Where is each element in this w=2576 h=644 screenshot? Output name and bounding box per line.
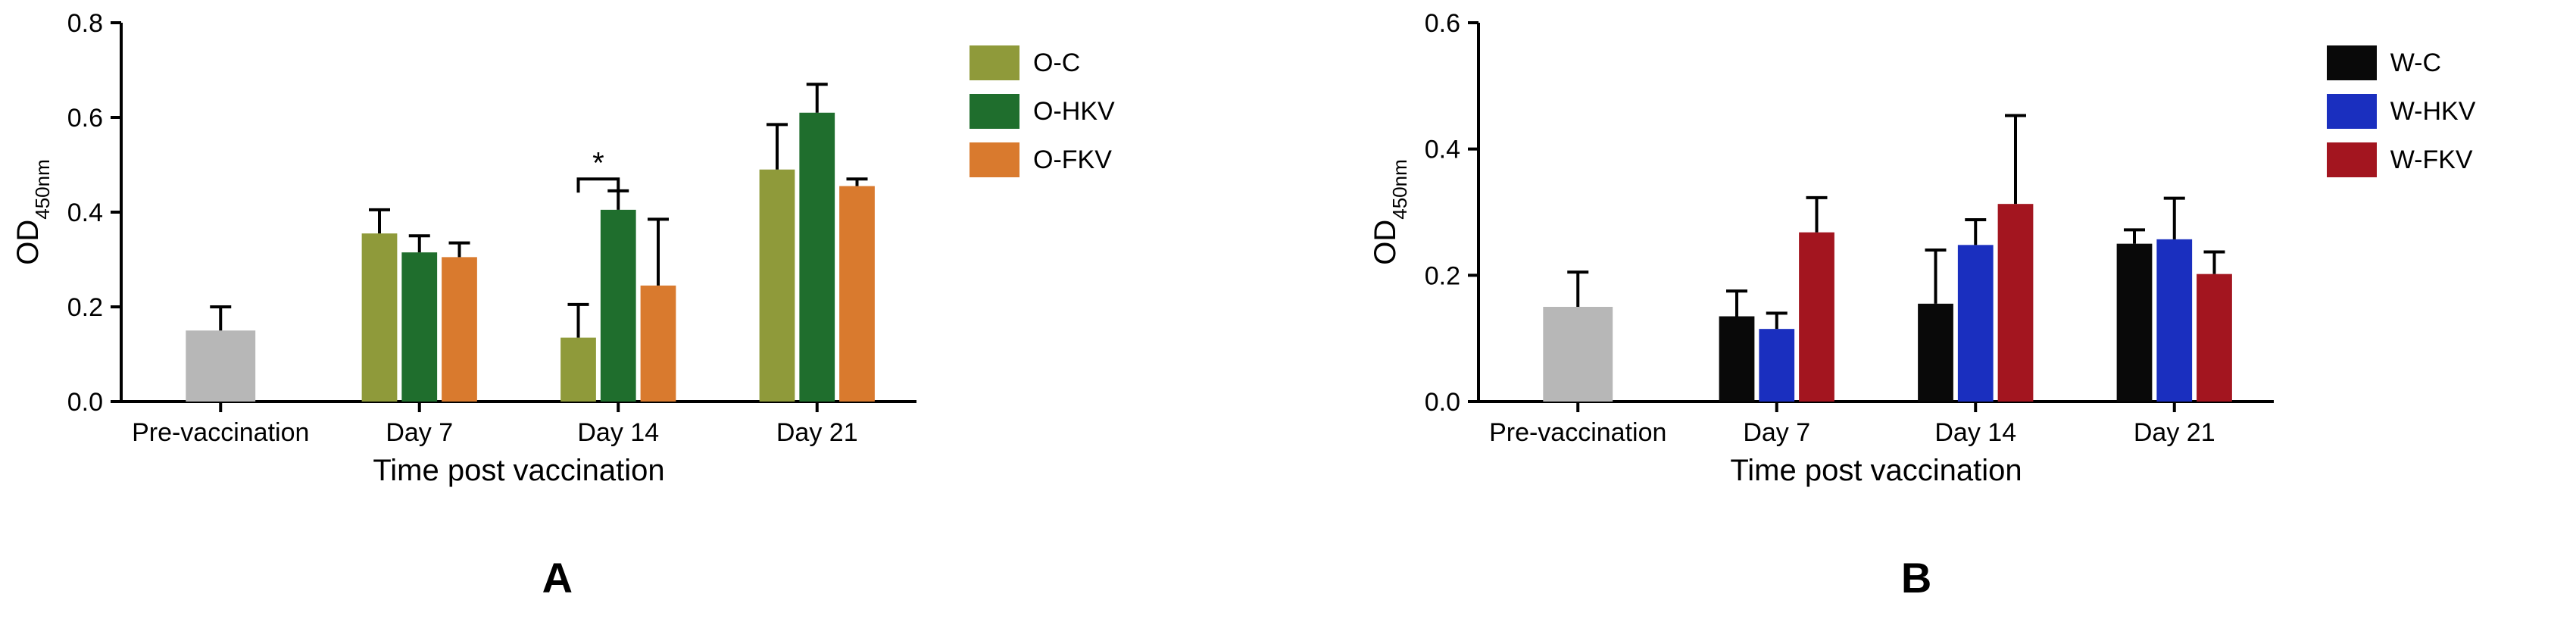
y-axis-title-main: OD (1369, 220, 1402, 265)
legend-label: O-FKV (1033, 145, 1112, 175)
plot-wrap-A: 0.0 0.2 0.4 0.6 0.8 OD450nm Pre-vaccination Day… (0, 0, 939, 530)
figure-row: 0.00.20.40.60.8OD450nmPre-vaccinationDay… (0, 0, 2576, 644)
panel-body-A: 0.0 0.2 0.4 0.6 0.8 OD450nm Pre-vaccination Day… (0, 0, 1115, 530)
legend-item: O-C (970, 45, 1115, 80)
y-tick-label: 0.8 (67, 9, 103, 38)
y-axis-title: OD450nm (1369, 159, 1411, 265)
legend-swatch (970, 94, 1019, 129)
x-tick-label: Day 7 (386, 418, 453, 447)
x-tick-label: Day 14 (577, 418, 659, 447)
y-tick-label: 0.4 (67, 199, 103, 227)
y-tick-label: 0.0 (67, 388, 103, 417)
bar-O-FKV (839, 186, 875, 402)
y-axis-title: OD450nm (11, 159, 54, 265)
legend-label: W-HKV (2390, 97, 2476, 127)
y-axis-title-main: OD (11, 220, 45, 265)
panel-B: 0.0 0.2 0.4 0.6 OD450nm Pre-vaccination Day 7 D… (1357, 0, 2476, 602)
panel-letter-A: A (542, 553, 573, 602)
bar-W-C (2116, 244, 2152, 402)
plot-B: 0.0 0.2 0.4 0.6 OD450nm Pre-vaccination Day 7 D… (1357, 0, 2297, 530)
panel-body-B: 0.0 0.2 0.4 0.6 OD450nm Pre-vaccination Day 7 D… (1357, 0, 2476, 530)
legend-B: W-C W-HKV W-FKV (2327, 45, 2476, 177)
x-axis-title: Time post vaccination (1730, 454, 2022, 487)
bar-prevaccination (1543, 307, 1613, 402)
bar-W-HKV (1759, 329, 1794, 402)
bar-W-C (1719, 317, 1754, 402)
x-tick-label: Day 7 (1743, 418, 1810, 447)
legend-item: W-HKV (2327, 94, 2476, 129)
bar-O-HKV (799, 113, 835, 402)
y-tick-label: 0.2 (67, 293, 103, 322)
bar-O-C (560, 338, 596, 402)
bar-O-FKV (641, 286, 676, 402)
legend-label: W-FKV (2390, 145, 2473, 175)
bar-O-FKV (442, 257, 477, 402)
legend-swatch (2327, 45, 2377, 80)
bar-O-C (362, 233, 398, 402)
panel-A: 0.0 0.2 0.4 0.6 0.8 OD450nm Pre-vaccination Day… (0, 0, 1115, 602)
legend-swatch (970, 45, 1019, 80)
legend-item: W-FKV (2327, 142, 2476, 177)
bar-W-FKV (1997, 204, 2033, 402)
bar-O-HKV (601, 210, 636, 402)
bar-W-FKV (1799, 233, 1834, 402)
x-tick-label: Day 14 (1934, 418, 2016, 447)
bar-O-HKV (401, 252, 437, 402)
y-tick-label: 0.2 (1424, 261, 1460, 290)
y-axis-title-sub: 450nm (31, 159, 54, 220)
legend-item: O-HKV (970, 94, 1115, 129)
legend-swatch (2327, 142, 2377, 177)
bar-W-HKV (2156, 239, 2192, 402)
y-tick-label: 0.4 (1424, 136, 1460, 164)
x-axis-title: Time post vaccination (373, 454, 664, 487)
legend-label: W-C (2390, 48, 2441, 78)
x-tick-label: Pre-vaccination (132, 418, 309, 447)
legend-A: O-C O-HKV O-FKV (970, 45, 1115, 177)
legend-label: O-HKV (1033, 97, 1115, 127)
legend-swatch (970, 142, 1019, 177)
y-tick-label: 0.0 (1424, 388, 1460, 417)
x-tick-label: Day 21 (2134, 418, 2215, 447)
legend-item: W-C (2327, 45, 2476, 80)
panel-letter-B: B (1901, 553, 1931, 602)
bar-W-FKV (2197, 274, 2232, 402)
legend-label: O-C (1033, 48, 1080, 78)
bar-W-HKV (1958, 245, 1994, 402)
plot-A: 0.0 0.2 0.4 0.6 0.8 OD450nm Pre-vaccination Day… (0, 0, 939, 530)
y-tick-label: 0.6 (67, 104, 103, 133)
x-tick-label: Day 21 (776, 418, 858, 447)
bar-W-C (1918, 304, 1953, 402)
y-axis-title-sub: 450nm (1388, 159, 1411, 220)
plot-wrap-B: 0.0 0.2 0.4 0.6 OD450nm Pre-vaccination Day 7 D… (1357, 0, 2297, 530)
significance-star: * (592, 146, 604, 180)
x-tick-label: Pre-vaccination (1489, 418, 1666, 447)
bar-O-C (760, 170, 795, 402)
y-tick-label: 0.6 (1424, 9, 1460, 38)
bar-prevaccination (186, 330, 255, 402)
legend-item: O-FKV (970, 142, 1115, 177)
legend-swatch (2327, 94, 2377, 129)
